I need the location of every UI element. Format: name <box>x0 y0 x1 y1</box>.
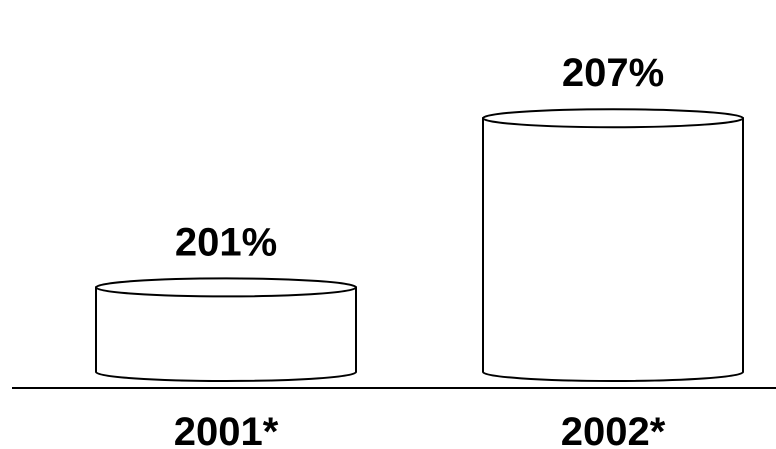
data-label: 207% <box>562 51 664 95</box>
cylinder-top-2002 <box>482 108 744 129</box>
cylinder-top-2001 <box>95 277 357 298</box>
cylinder-bar-2001 <box>95 286 357 382</box>
x-tick-label: 2001* <box>174 410 279 449</box>
data-label: 201% <box>175 220 277 264</box>
bar-group: 201% 2001* 207% 2002* <box>95 51 744 449</box>
x-tick-label: 2002* <box>561 410 666 449</box>
cylinder-bar-2002 <box>482 117 744 382</box>
